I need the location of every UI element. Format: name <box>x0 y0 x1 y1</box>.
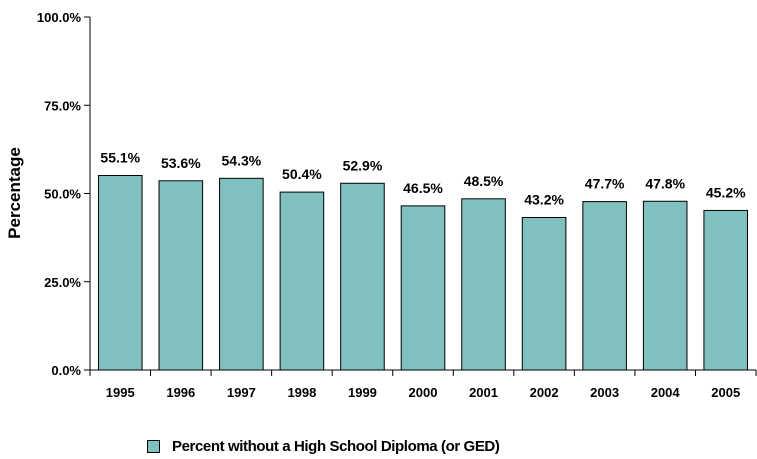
data-label: 48.5% <box>464 173 504 189</box>
x-tick-label: 2001 <box>469 385 498 400</box>
data-label: 43.2% <box>524 192 564 208</box>
bar <box>340 182 385 371</box>
x-tick-label: 2003 <box>590 385 619 400</box>
data-label: 45.2% <box>706 184 746 200</box>
y-tick-label: 50.0% <box>44 187 81 202</box>
data-label: 47.8% <box>645 175 685 191</box>
x-tick-label: 1996 <box>166 385 195 400</box>
bars: 55.1% 53.6% 54.3% 50.4% 52.9% 46.5% 48.5% 43.2%… <box>97 149 749 371</box>
x-axis: 1995 1996 1997 1998 1999 2000 2001 2002 2003 2004… <box>89 369 757 400</box>
x-tick-label: 2000 <box>409 385 438 400</box>
bar <box>279 191 325 371</box>
legend-label: Percent without a High School Diploma (o… <box>172 437 500 455</box>
bar <box>219 177 264 371</box>
y-tick-label: 0.0% <box>51 363 81 378</box>
data-label: 53.6% <box>161 155 201 171</box>
bar <box>521 217 567 371</box>
data-label: 46.5% <box>403 180 443 196</box>
y-axis: 0.0% 25.0% 50.0% 75.0% 100.0% <box>37 10 91 378</box>
x-tick-label: 2002 <box>530 385 559 400</box>
x-tick-label: 2005 <box>711 385 740 400</box>
data-label: 54.3% <box>222 152 262 168</box>
y-tick-label: 25.0% <box>44 275 81 290</box>
x-tick-label: 1997 <box>227 385 256 400</box>
y-axis-title: Percentage <box>5 147 24 239</box>
data-label: 47.7% <box>585 176 625 192</box>
x-tick-label: 2004 <box>651 385 681 400</box>
bar <box>642 200 688 371</box>
data-label: 50.4% <box>282 166 322 182</box>
data-label: 52.9% <box>343 157 383 173</box>
bar <box>97 174 143 371</box>
bar <box>703 209 749 371</box>
x-tick-label: 1995 <box>106 385 135 400</box>
bar <box>400 205 446 371</box>
y-tick-label: 75.0% <box>44 98 81 113</box>
legend-swatch <box>147 439 160 453</box>
bar <box>582 201 627 371</box>
legend: Percent without a High School Diploma (o… <box>147 437 500 455</box>
x-tick-label: 1998 <box>287 385 316 400</box>
x-tick-label: 1999 <box>348 385 377 400</box>
bar <box>461 198 506 371</box>
data-label: 55.1% <box>100 149 140 165</box>
bar <box>158 180 204 371</box>
y-tick-label: 100.0% <box>37 10 82 25</box>
